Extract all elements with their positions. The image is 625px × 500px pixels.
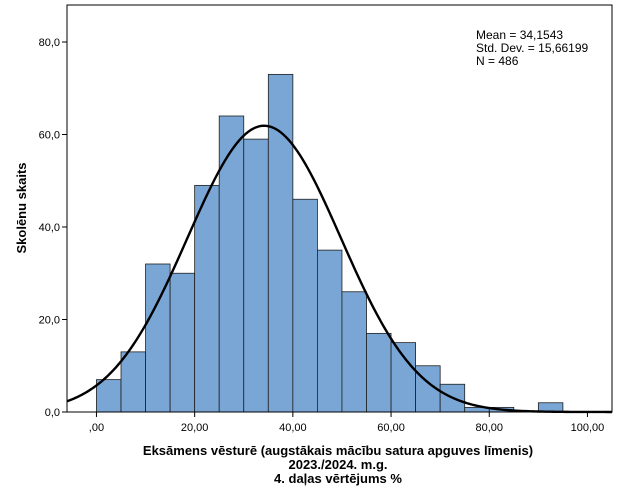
y-tick-label: 40,0 [39, 222, 60, 234]
x-tick-label: 80,00 [475, 422, 503, 434]
histogram-bar [390, 342, 417, 413]
stats-n: N = 486 [476, 54, 519, 68]
x-axis-title-line-1: Eksāmens vēsturē (augstākais mācību satu… [143, 443, 533, 458]
histogram-bar [317, 249, 343, 413]
y-tick-label: 80,0 [39, 37, 60, 49]
histogram-bar [120, 351, 146, 413]
x-tick-label: 40,00 [279, 422, 307, 434]
stats-std-dev: Std. Dev. = 15,66199 [476, 41, 589, 55]
statistics-legend: Mean = 34,1543 Std. Dev. = 15,66199 N = … [476, 28, 589, 68]
y-axis: 0,0 20,0 40,0 60,0 80,0 [39, 37, 67, 419]
normal-curve [66, 124, 612, 414]
histogram-bar [145, 263, 171, 413]
x-tick-label: 100,00 [571, 422, 605, 434]
x-tick-label: ,00 [89, 422, 104, 434]
x-axis-title-line-2: 2023./2024. m.g. [288, 457, 387, 472]
histogram-bars [96, 73, 564, 413]
x-tick-label: 60,00 [377, 422, 405, 434]
y-tick-label: 20,0 [39, 315, 60, 327]
x-tick-label: 20,00 [181, 422, 209, 434]
stats-mean: Mean = 34,1543 [476, 28, 563, 42]
y-axis-title: Skolēnu skaits [14, 162, 29, 253]
histogram-bar [194, 184, 220, 413]
histogram-bar [96, 379, 122, 413]
histogram-bar [218, 115, 245, 413]
x-axis-title-line-3: 4. daļas vērtējums % [274, 471, 402, 486]
histogram-bar [366, 332, 392, 413]
y-tick-label: 0,0 [45, 407, 60, 419]
histogram-bar [341, 291, 367, 413]
plot-frame [66, 4, 613, 413]
x-axis: ,00 20,00 40,00 60,00 80,00 100,00 [89, 412, 604, 434]
histogram-bar [292, 198, 318, 413]
histogram-bar [169, 272, 196, 413]
x-axis-title: Eksāmens vēsturē (augstākais mācību satu… [143, 443, 533, 486]
histogram-bar [267, 73, 294, 413]
y-tick-label: 60,0 [39, 130, 60, 142]
histogram-bar [243, 138, 269, 413]
